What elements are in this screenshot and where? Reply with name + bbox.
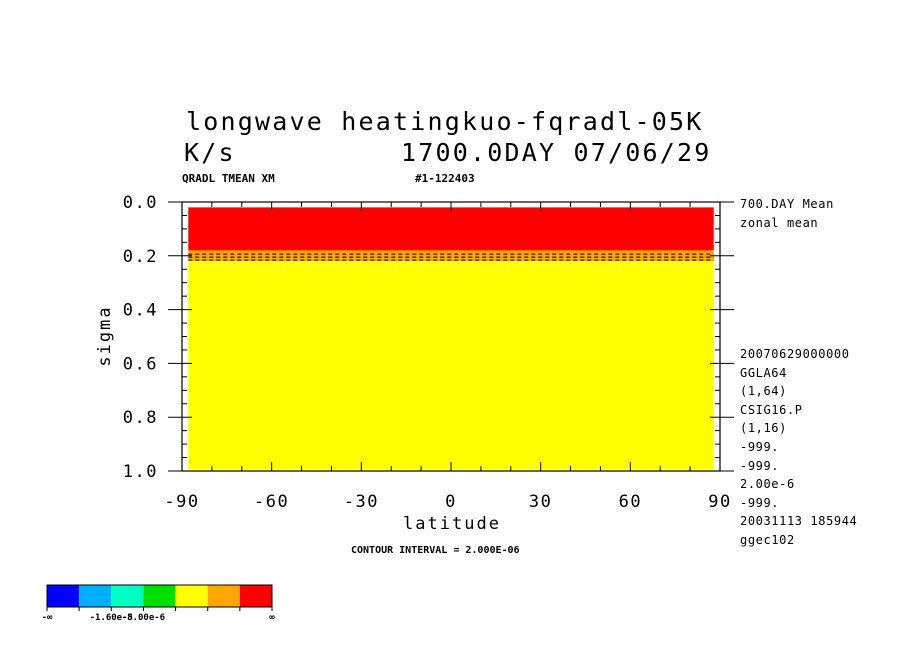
y-tick-label-5: 1.0 bbox=[123, 462, 158, 482]
title-units: K/s bbox=[184, 138, 236, 167]
x-tick-label-3: 0 bbox=[445, 492, 457, 512]
side-info-9: 20031113 185944 bbox=[740, 514, 858, 529]
colorbar-label-3: ∞ bbox=[269, 613, 275, 623]
side-info-1: GGLA64 bbox=[740, 365, 787, 380]
side-top-0: 700.DAY Mean bbox=[740, 197, 834, 211]
colorbar-swatch-3 bbox=[143, 585, 176, 607]
variable-label: QRADL TMEAN XM bbox=[182, 172, 275, 185]
colorbar-label-0: -∞ bbox=[42, 613, 53, 623]
band-2 bbox=[188, 261, 714, 470]
side-info-0: 20070629000000 bbox=[740, 347, 850, 361]
colorbar-frame bbox=[46, 584, 273, 608]
x-tick-label-2: -30 bbox=[344, 492, 379, 512]
side-info-8: -999. bbox=[740, 495, 780, 510]
y-axis-label: sigma bbox=[95, 305, 115, 366]
colorbar-swatch-4 bbox=[175, 585, 208, 607]
y-tick-label-0: 0.0 bbox=[123, 193, 158, 213]
colorbar-label-1: -1.60e-5 bbox=[90, 613, 133, 623]
side-info-6: -999. bbox=[740, 458, 780, 473]
x-axis-label: latitude bbox=[403, 514, 501, 534]
y-tick-label-3: 0.6 bbox=[123, 354, 158, 374]
y-tick-label-4: 0.8 bbox=[123, 408, 158, 428]
y-tick-label-2: 0.4 bbox=[123, 301, 158, 321]
chart-title: longwave heatingkuo-fqradl-05K bbox=[186, 107, 704, 136]
side-info-4: (1,16) bbox=[740, 421, 787, 436]
contour-interval-label: CONTOUR INTERVAL = 2.000E-06 bbox=[351, 545, 520, 556]
title-time: 1700.0DAY 07/06/29 bbox=[401, 138, 712, 167]
colorbar-swatch-5 bbox=[207, 585, 240, 607]
side-info-3: CSIG16.P bbox=[740, 402, 803, 417]
side-info-2: (1,64) bbox=[740, 384, 787, 399]
side-info-10: ggec102 bbox=[740, 533, 795, 547]
side-top-1: zonal mean bbox=[740, 216, 819, 230]
side-info-7: 2.00e-6 bbox=[740, 477, 795, 492]
colorbar-label-2: -8.00e-6 bbox=[122, 613, 165, 623]
x-tick-label-5: 60 bbox=[619, 492, 642, 512]
side-info-5: -999. bbox=[740, 440, 780, 454]
x-tick-label-0: -90 bbox=[164, 492, 199, 512]
run-label: #1-122403 bbox=[415, 172, 475, 185]
colorbar-swatch-2 bbox=[111, 585, 144, 607]
colorbar-swatch-0 bbox=[47, 585, 80, 607]
x-tick-label-4: 30 bbox=[529, 492, 552, 512]
x-tick-label-1: -60 bbox=[254, 492, 289, 512]
x-tick-label-6: 90 bbox=[708, 492, 731, 512]
band-1 bbox=[188, 250, 714, 262]
y-tick-label-1: 0.2 bbox=[123, 247, 158, 267]
band-0 bbox=[188, 207, 714, 251]
colorbar-swatch-1 bbox=[79, 585, 112, 607]
colorbar-swatch-6 bbox=[239, 585, 272, 607]
